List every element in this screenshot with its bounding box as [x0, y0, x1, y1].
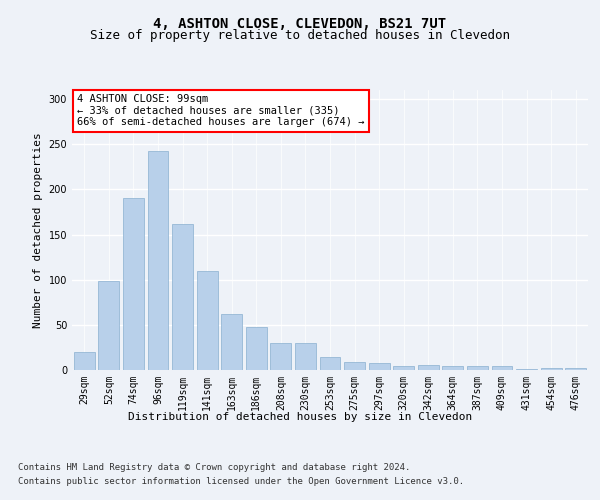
Bar	[393, 366, 414, 370]
Bar	[418, 366, 439, 370]
Bar	[271, 343, 292, 370]
Bar	[246, 326, 267, 370]
Text: 4 ASHTON CLOSE: 99sqm
← 33% of detached houses are smaller (335)
66% of semi-det: 4 ASHTON CLOSE: 99sqm ← 33% of detached …	[77, 94, 365, 128]
Bar	[491, 366, 512, 370]
Text: Size of property relative to detached houses in Clevedon: Size of property relative to detached ho…	[90, 28, 510, 42]
Bar	[516, 369, 537, 370]
Bar	[74, 352, 95, 370]
Text: Distribution of detached houses by size in Clevedon: Distribution of detached houses by size …	[128, 412, 472, 422]
Text: 4, ASHTON CLOSE, CLEVEDON, BS21 7UT: 4, ASHTON CLOSE, CLEVEDON, BS21 7UT	[154, 18, 446, 32]
Y-axis label: Number of detached properties: Number of detached properties	[33, 132, 43, 328]
Bar	[344, 362, 365, 370]
Text: Contains public sector information licensed under the Open Government Licence v3: Contains public sector information licen…	[18, 478, 464, 486]
Bar	[123, 198, 144, 370]
Bar	[295, 343, 316, 370]
Bar	[98, 280, 119, 370]
Bar	[368, 363, 389, 370]
Bar	[148, 152, 169, 370]
Text: Contains HM Land Registry data © Crown copyright and database right 2024.: Contains HM Land Registry data © Crown c…	[18, 462, 410, 471]
Bar	[197, 270, 218, 370]
Bar	[541, 368, 562, 370]
Bar	[172, 224, 193, 370]
Bar	[565, 368, 586, 370]
Bar	[467, 366, 488, 370]
Bar	[442, 366, 463, 370]
Bar	[221, 314, 242, 370]
Bar	[320, 358, 340, 370]
